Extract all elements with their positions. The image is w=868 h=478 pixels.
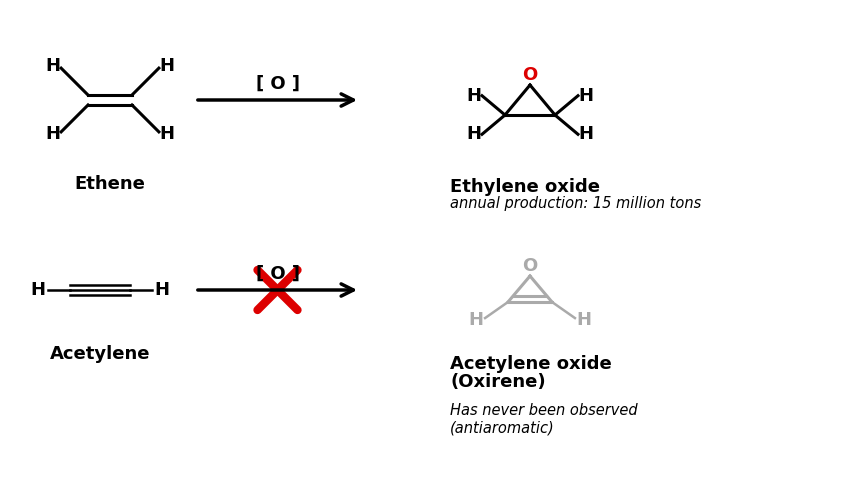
Text: Has never been observed
(antiaromatic): Has never been observed (antiaromatic) — [450, 403, 638, 435]
Text: H: H — [160, 57, 174, 75]
Text: Acetylene: Acetylene — [49, 345, 150, 363]
Text: O: O — [523, 257, 537, 275]
Text: H: H — [466, 125, 482, 143]
Text: H: H — [155, 281, 169, 299]
Text: O: O — [523, 66, 537, 84]
Text: [ O ]: [ O ] — [255, 75, 299, 93]
Text: H: H — [576, 311, 591, 329]
Text: (Oxirene): (Oxirene) — [450, 373, 546, 391]
Text: H: H — [160, 125, 174, 143]
Text: Ethene: Ethene — [75, 175, 146, 193]
Text: H: H — [466, 87, 482, 105]
Text: H: H — [46, 125, 61, 143]
Text: Acetylene oxide: Acetylene oxide — [450, 355, 612, 373]
Text: H: H — [578, 125, 594, 143]
Text: H: H — [469, 311, 483, 329]
Text: [ O ]: [ O ] — [255, 265, 299, 283]
Text: H: H — [46, 57, 61, 75]
Text: H: H — [30, 281, 45, 299]
Text: annual production: 15 million tons: annual production: 15 million tons — [450, 196, 701, 211]
Text: Ethylene oxide: Ethylene oxide — [450, 178, 600, 196]
Text: H: H — [578, 87, 594, 105]
